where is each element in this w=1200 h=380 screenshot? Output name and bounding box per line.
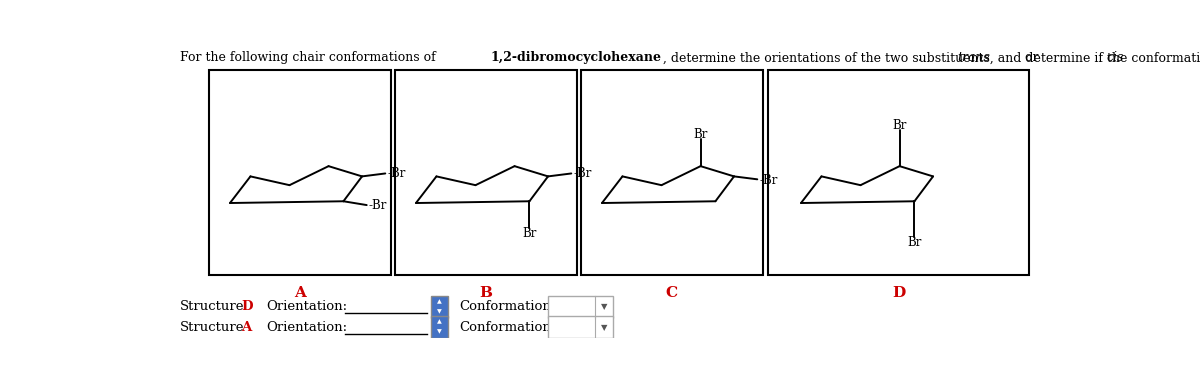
Text: ▲: ▲: [437, 320, 442, 325]
Text: 1,2-dibromocyclohexane: 1,2-dibromocyclohexane: [491, 51, 661, 65]
Text: Br: Br: [893, 119, 907, 132]
Text: Structure: Structure: [180, 321, 245, 334]
Bar: [431, 296, 448, 318]
Text: Orientation:: Orientation:: [266, 321, 347, 334]
Text: ▼: ▼: [437, 330, 442, 335]
Text: -Br: -Br: [388, 167, 406, 180]
Text: D: D: [241, 301, 253, 314]
Text: Structure: Structure: [180, 301, 245, 314]
Bar: [548, 316, 613, 338]
Text: Conformation:: Conformation:: [458, 321, 556, 334]
Text: D: D: [892, 286, 905, 300]
Bar: [768, 70, 1028, 275]
Text: Conformation:: Conformation:: [458, 301, 556, 314]
Text: cis: cis: [1106, 51, 1123, 65]
Text: .: .: [918, 51, 922, 65]
Text: Br: Br: [694, 128, 708, 141]
Bar: [395, 70, 577, 275]
Text: C: C: [666, 286, 678, 300]
Text: -Br: -Br: [574, 167, 592, 180]
Text: Orientation:: Orientation:: [266, 301, 347, 314]
Bar: [209, 70, 391, 275]
Text: A: A: [241, 321, 251, 334]
Bar: [548, 296, 613, 318]
Bar: [581, 70, 763, 275]
Text: -Br: -Br: [368, 200, 386, 212]
Text: ▼: ▼: [600, 302, 607, 311]
Text: For the following chair conformations of: For the following chair conformations of: [180, 51, 439, 65]
Bar: [431, 316, 448, 338]
Text: B: B: [479, 286, 492, 300]
Text: A: A: [294, 286, 306, 300]
Text: or: or: [1021, 51, 1043, 65]
Text: -Br: -Br: [760, 174, 778, 187]
Text: ▼: ▼: [600, 323, 607, 332]
Text: trans: trans: [958, 51, 991, 65]
Text: Br: Br: [522, 227, 536, 240]
Text: ▲: ▲: [437, 299, 442, 304]
Text: ▼: ▼: [437, 309, 442, 315]
Text: Br: Br: [907, 236, 922, 249]
Text: , determine the orientations of the two substituents, and determine if the confo: , determine the orientations of the two …: [662, 51, 1200, 65]
